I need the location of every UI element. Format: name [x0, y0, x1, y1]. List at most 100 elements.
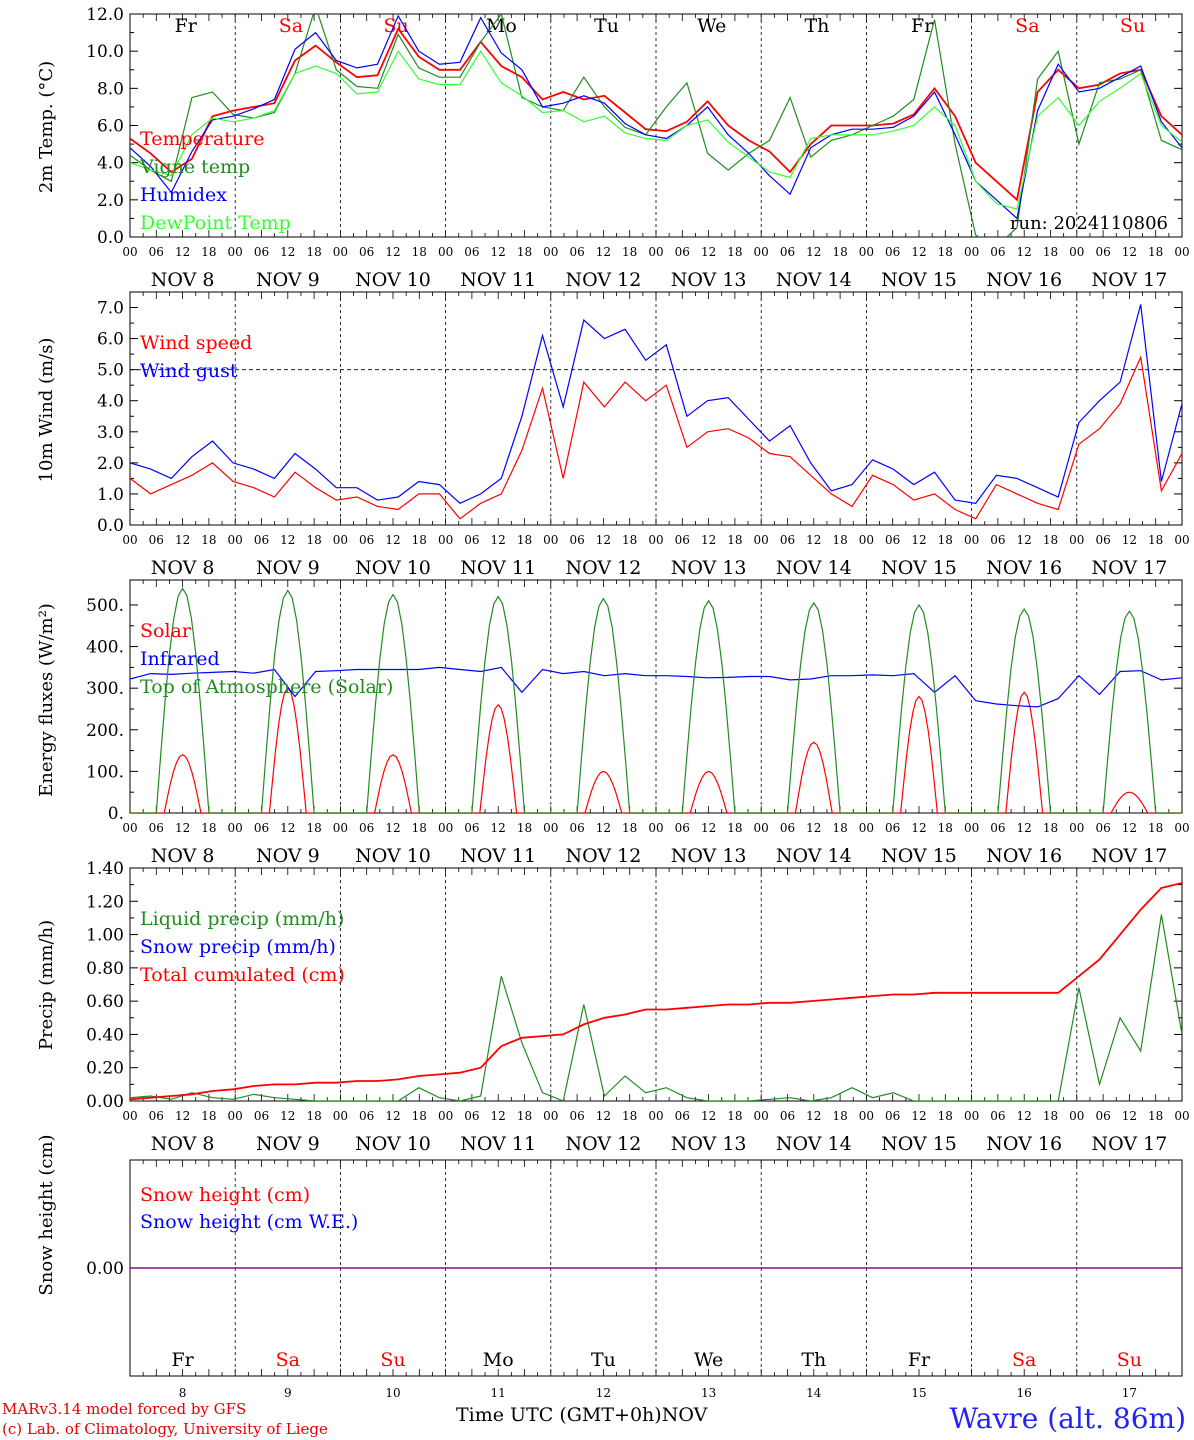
hour-tick-label: 18 [1148, 821, 1163, 835]
day-label: Su [1120, 15, 1145, 37]
month-label: NOV [661, 1404, 708, 1426]
hour-tick-label: 18 [832, 1109, 847, 1123]
lab-credit: (c) Lab. of Climatology, University of L… [2, 1420, 328, 1438]
y-tick-label: 3.0 [97, 423, 124, 443]
day-label: Fr [911, 15, 934, 37]
hour-tick-label: 06 [254, 533, 269, 547]
date-label: NOV 11 [460, 269, 536, 291]
y-tick-label: 4.0 [97, 392, 124, 412]
hour-tick-label: 06 [885, 1109, 900, 1123]
hour-tick-label: 00 [333, 245, 348, 259]
series-layer [130, 14, 1182, 237]
hour-tick-label: 00 [859, 821, 874, 835]
hour-tick-label: 00 [122, 533, 137, 547]
hour-tick-label: 00 [438, 533, 453, 547]
hour-tick-label: 18 [622, 533, 637, 547]
hour-tick-label: 06 [675, 821, 690, 835]
date-label: NOV 11 [460, 845, 536, 867]
day-number-label: 9 [284, 1386, 292, 1400]
hour-tick-label: 00 [1069, 1109, 1084, 1123]
hour-tick-label: 00 [648, 1109, 663, 1123]
y-tick-label: 0.60 [86, 992, 124, 1012]
hour-tick-label: 06 [149, 821, 164, 835]
hour-tick-label: 06 [990, 245, 1005, 259]
y-tick-label: 0.0 [97, 228, 124, 248]
hour-tick-label: 06 [990, 533, 1005, 547]
series-line-dewpoint-temp [130, 50, 1182, 210]
hour-tick-label: 00 [122, 245, 137, 259]
hour-tick-label: 06 [1095, 1109, 1110, 1123]
hour-tick-label: 00 [1174, 245, 1189, 259]
hour-tick-label: 18 [938, 533, 953, 547]
hour-tick-label: 18 [412, 533, 427, 547]
series-layer [130, 587, 1182, 813]
hour-tick-label: 18 [622, 1109, 637, 1123]
hour-tick-label: 12 [175, 821, 190, 835]
hour-tick-label: 00 [1174, 821, 1189, 835]
hour-tick-label: 00 [543, 245, 558, 259]
hour-tick-label: 18 [306, 1109, 321, 1123]
hour-tick-label: 18 [306, 821, 321, 835]
hour-tick-label: 18 [1148, 533, 1163, 547]
hour-tick-label: 06 [359, 245, 374, 259]
legend-snow-precip-mm-h: Snow precip (mm/h) [140, 936, 336, 958]
day-label: Su [384, 15, 409, 37]
hour-tick-label: 12 [175, 533, 190, 547]
hour-tick-label: 18 [727, 245, 742, 259]
y-axis-label: Energy fluxes (W/m²) [36, 603, 57, 797]
date-label: NOV 11 [460, 1133, 536, 1155]
hour-tick-label: 12 [596, 245, 611, 259]
panel-precip: 0.00 0.20 0.40 0.60 0.80 1.00 1.20 1.40 Precip (… [36, 859, 1190, 1155]
y-tick-label: 500. [86, 596, 124, 616]
hour-tick-label: 00 [648, 533, 663, 547]
hour-tick-label: 12 [701, 245, 716, 259]
hour-tick-label: 06 [780, 533, 795, 547]
date-label: NOV 13 [671, 269, 747, 291]
hour-tick-label: 06 [254, 821, 269, 835]
hour-tick-label: 18 [727, 533, 742, 547]
hour-tick-label: 00 [438, 1109, 453, 1123]
day-label: Mo [486, 15, 517, 37]
legend-total-cumulated-cm: Total cumulated (cm) [140, 964, 345, 986]
hour-tick-label: 00 [859, 245, 874, 259]
panel-temp: 0.0 2.0 4.0 6.0 8.0 10.0 12.0 2m Temp. (°C) Fr Sa… [36, 5, 1190, 291]
hour-tick-label: 06 [780, 1109, 795, 1123]
hour-tick-label: 00 [964, 245, 979, 259]
hour-tick-label: 00 [859, 1109, 874, 1123]
hour-tick-label: 06 [885, 821, 900, 835]
day-label: Fr [171, 1349, 194, 1371]
date-label: NOV 14 [776, 269, 852, 291]
hour-tick-label: 18 [938, 1109, 953, 1123]
hour-tick-label: 18 [832, 245, 847, 259]
hour-tick-label: 00 [228, 245, 243, 259]
date-label: NOV 14 [776, 845, 852, 867]
y-axis-label: 10m Wind (m/s) [36, 338, 57, 483]
series-line-solar [130, 687, 1182, 813]
hour-tick-label: 12 [491, 821, 506, 835]
hour-tick-label: 18 [1043, 821, 1058, 835]
hour-tick-label: 12 [175, 245, 190, 259]
hour-tick-label: 18 [412, 1109, 427, 1123]
date-label: NOV 8 [151, 269, 215, 291]
y-tick-label: 10.0 [86, 42, 124, 62]
hour-tick-label: 06 [149, 533, 164, 547]
day-label: Su [1117, 1349, 1142, 1371]
day-number-label: 15 [911, 1386, 926, 1400]
hour-tick-label: 18 [832, 533, 847, 547]
hour-tick-label: 00 [333, 821, 348, 835]
hour-tick-label: 12 [491, 245, 506, 259]
hour-tick-label: 06 [569, 245, 584, 259]
hour-tick-label: 06 [464, 1109, 479, 1123]
y-tick-label: 5.0 [97, 361, 124, 381]
hour-tick-label: 00 [543, 1109, 558, 1123]
hour-tick-label: 06 [990, 821, 1005, 835]
hour-tick-label: 12 [280, 1109, 295, 1123]
hour-tick-label: 00 [543, 533, 558, 547]
date-label: NOV 9 [256, 1133, 320, 1155]
y-tick-label: 8.0 [97, 79, 124, 99]
hour-tick-label: 18 [832, 821, 847, 835]
model-credit: MARv3.14 model forced by GFS [2, 1400, 247, 1418]
date-label: NOV 17 [1091, 1133, 1167, 1155]
hour-tick-label: 12 [280, 821, 295, 835]
y-tick-label: 300. [86, 679, 124, 699]
